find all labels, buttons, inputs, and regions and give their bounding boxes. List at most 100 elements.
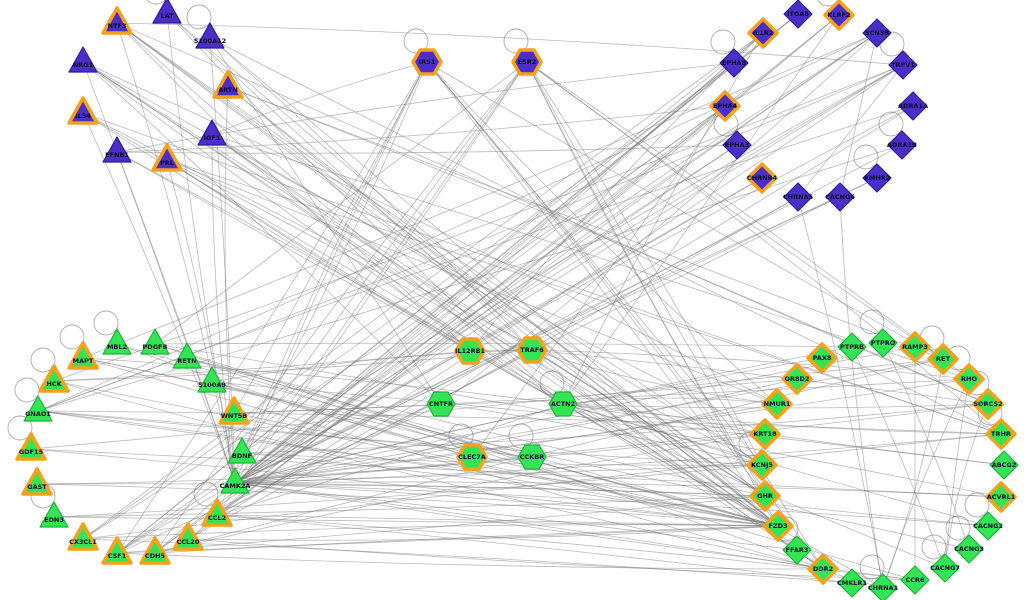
edge-CAMK2A-RET[interactable] [234,358,944,484]
node-IL12RB1[interactable]: IL12RB1 [454,337,486,365]
edge-SCN3B-MAPT[interactable] [82,32,878,359]
node-shape-CCR6[interactable] [900,565,930,595]
node-shape-MAPT[interactable] [67,341,99,370]
edge-BDNF-FZD3[interactable] [241,452,779,527]
edge-EPHA4-CLEC7A[interactable] [471,105,726,458]
edge-NTF3-KCNJ5[interactable] [116,22,763,466]
edge-IRS1-FZD3[interactable] [426,61,779,527]
edge-IRS1-CSF1[interactable] [116,61,428,554]
edge-GAST-FZD3[interactable] [36,483,779,527]
edge-TRAF6-FZD3[interactable] [531,349,779,527]
node-shape-ADRA1B[interactable] [887,130,917,160]
edge-NTF3-ACTN2[interactable] [116,22,564,405]
edge-S100A12-TRAF6[interactable] [209,37,533,351]
node-shape-CACNG7[interactable] [930,553,960,583]
node-shape-ESR2[interactable] [511,48,543,76]
edge-GNAO1-CACNG2[interactable] [37,410,989,527]
node-shape-HCK[interactable] [38,364,70,393]
edge-CCL2-ACTN2[interactable] [216,403,564,516]
edge-AMHR2-CCL2[interactable] [216,177,878,516]
node-shape-ITGA8[interactable] [783,0,813,29]
self-loop-KLRF2[interactable] [816,0,840,7]
edge-IRS1-RET[interactable] [426,61,944,360]
node-shape-CDH5[interactable] [139,536,171,565]
edge-IGF1-IL12RB1[interactable] [211,134,471,352]
node-shape-CHRNB4[interactable] [746,162,778,194]
node-CACNG3[interactable]: CACNG3 [954,534,984,564]
node-GAST[interactable]: GAST [21,467,53,496]
node-shape-EPHA4[interactable] [709,90,741,122]
edge-SCN3B-CNTFR[interactable] [440,32,878,405]
node-shape-CCL20[interactable] [172,522,204,551]
edge-GDF15-RET[interactable] [30,358,944,450]
node-PRL[interactable]: PRL [151,143,183,172]
self-loop-CCKBR[interactable] [508,423,534,449]
node-shape-RETN[interactable] [172,342,202,369]
edge-PTPRO-CACNG3[interactable] [882,342,970,550]
edge-RHO-CHRNA1[interactable] [882,378,970,589]
edge-EFNB1-EPHA4[interactable] [116,105,726,153]
node-TRAF6[interactable]: TRAF6 [516,336,548,364]
self-loop-CACNG7[interactable] [921,534,947,560]
edge-S100A9-FZD3[interactable] [211,381,779,527]
node-ESR2[interactable]: ESR2 [511,48,543,76]
node-ACVRL1[interactable]: ACVRL1 [985,481,1017,513]
node-shape-KLRF2[interactable] [823,0,855,31]
node-shape-EFNB1[interactable] [102,136,132,163]
node-GDF15[interactable]: GDF15 [15,432,47,461]
node-shape-AMHR2[interactable] [862,163,892,193]
edge-NRG1-CNTFR[interactable] [82,61,442,405]
node-ABCG2[interactable]: ABCG2 [989,450,1019,480]
edge-ACTN2-ABCG2[interactable] [562,403,1005,466]
self-loop-LAT[interactable] [144,0,168,5]
node-CLEC7A[interactable]: CLEC7A [456,443,488,471]
self-loop-IRS1[interactable] [403,28,429,54]
node-shape-CX3CL1[interactable] [67,522,99,551]
self-loop-CACNG2[interactable] [964,492,990,518]
node-shape-ARTN[interactable] [212,70,244,99]
edge-PDGFB-PTPRB[interactable] [154,342,853,348]
node-CCR6[interactable]: CCR6 [900,565,930,595]
self-loop-MBL2[interactable] [93,310,119,336]
edge-CCL20-FZD3[interactable] [187,525,779,541]
node-shape-CACNG3[interactable] [954,534,984,564]
node-shape-IRS1[interactable] [411,48,443,76]
node-WNT5B[interactable]: WNT5B [218,396,250,425]
edge-EDN3-FZD3[interactable] [53,516,779,527]
edge-NTF3-IL12RB1[interactable] [116,22,471,352]
node-shape-S100A9[interactable] [197,366,227,393]
node-shape-S100A12[interactable] [195,22,225,49]
edge-ESR2-RHO[interactable] [526,61,970,380]
node-shape-LAT[interactable] [152,0,182,24]
edge-TRPV1-HCK[interactable] [53,64,904,382]
edge-ESR2-RET[interactable] [526,61,944,360]
edge-ARTN-SORCS2[interactable] [227,86,989,405]
edge-CACNG6-CHRNA1[interactable] [839,196,884,589]
self-loop-CHRNA1[interactable] [859,554,885,580]
node-EDN3[interactable]: EDN3 [39,501,69,528]
edge-EFNB1-CAMK2A[interactable] [116,151,236,484]
node-MBL2[interactable]: MBL2 [102,328,132,355]
edge-IRS1-WNT5B[interactable] [233,61,428,414]
edge-CSF1-DDR2[interactable] [116,552,824,570]
node-S100A12[interactable]: S100A12 [194,22,226,49]
edge-SCN3B-CSF1[interactable] [116,32,878,554]
node-shape-PAX8[interactable] [806,342,838,374]
node-shape-CNTFR[interactable] [426,391,456,417]
node-shape-EPHA8[interactable] [719,48,749,78]
edge-CHRNA5-CCL20[interactable] [187,196,799,540]
node-CCKBR[interactable]: CCKBR [517,444,547,470]
node-shape-GNAO1[interactable] [23,395,53,422]
node-MAPT[interactable]: MAPT [67,341,99,370]
self-loop-ESR2[interactable] [503,28,529,54]
edge-NTF3-GHR[interactable] [116,22,766,497]
edge-CHRNB4-CAMK2A[interactable] [234,177,763,484]
self-loop-CLEC7A[interactable] [448,423,474,449]
node-shape-SORCS2[interactable] [972,388,1004,420]
node-SCN3B[interactable]: SCN3B [862,18,892,48]
node-shape-GAST[interactable] [21,467,53,496]
edge-ESR2-FZD3[interactable] [526,61,779,527]
edge-ADRA1A-CCL2[interactable] [216,105,914,516]
node-CHRNA5[interactable]: CHRNA5 [783,182,814,212]
node-CX3CL1[interactable]: CX3CL1 [67,522,99,551]
